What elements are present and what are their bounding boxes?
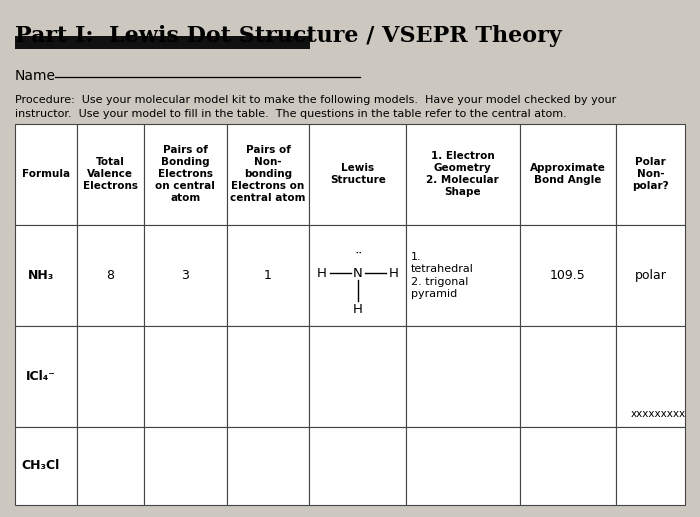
Text: Pairs of
Non-
bonding
Electrons on
central atom: Pairs of Non- bonding Electrons on centr…	[230, 145, 306, 204]
Bar	[77, 326, 144, 427]
Text: 1: 1	[264, 269, 272, 282]
Bar	[406, 326, 519, 427]
Text: Approximate
Bond Angle: Approximate Bond Angle	[530, 163, 606, 186]
Bar	[406, 124, 519, 225]
Bar	[616, 326, 685, 427]
Text: Part I:  Lewis Dot Structure / VSEPR Theory: Part I: Lewis Dot Structure / VSEPR Theo…	[15, 25, 561, 47]
Bar	[519, 326, 616, 427]
Bar	[15, 124, 77, 225]
Bar	[309, 326, 406, 427]
Bar	[309, 124, 406, 225]
Bar	[15, 225, 77, 326]
Text: Procedure:  Use your molecular model kit to make the following models.  Have you: Procedure: Use your molecular model kit …	[15, 95, 616, 105]
Text: polar: polar	[635, 269, 666, 282]
Bar	[144, 225, 227, 326]
Bar	[144, 427, 227, 505]
Bar	[309, 427, 406, 505]
Text: Pairs of
Bonding
Electrons
on central
atom: Pairs of Bonding Electrons on central at…	[155, 145, 215, 204]
Text: Name: Name	[15, 69, 56, 83]
Bar	[309, 225, 406, 326]
Text: instructor.  Use your model to fill in the table.  The questions in the table re: instructor. Use your model to fill in th…	[15, 109, 567, 119]
Text: 1. Electron
Geometry
2. Molecular
Shape: 1. Electron Geometry 2. Molecular Shape	[426, 151, 499, 197]
Text: H: H	[389, 267, 398, 280]
Text: NH₃: NH₃	[28, 269, 54, 282]
Text: H: H	[353, 303, 363, 316]
Bar	[144, 326, 227, 427]
Text: N: N	[353, 267, 363, 280]
Bar	[77, 225, 144, 326]
Bar	[519, 225, 616, 326]
Bar	[15, 427, 77, 505]
Text: Formula: Formula	[22, 170, 70, 179]
Bar	[616, 225, 685, 326]
Bar	[406, 427, 519, 505]
Bar	[227, 124, 309, 225]
Bar	[616, 427, 685, 505]
Text: H: H	[317, 267, 327, 280]
Text: Lewis
Structure: Lewis Structure	[330, 163, 386, 186]
Text: CH₃Cl: CH₃Cl	[22, 460, 60, 473]
Text: 8: 8	[106, 269, 114, 282]
Text: Total
Valence
Electrons: Total Valence Electrons	[83, 158, 138, 191]
Text: 3: 3	[181, 269, 189, 282]
Bar	[15, 326, 77, 427]
Bar	[144, 124, 227, 225]
Bar	[616, 124, 685, 225]
Bar	[227, 427, 309, 505]
Text: xxxxxxxxx: xxxxxxxxx	[631, 409, 686, 419]
Text: ¨: ¨	[354, 252, 361, 267]
Bar	[77, 124, 144, 225]
Text: ICl₄⁻: ICl₄⁻	[26, 370, 56, 383]
Bar	[406, 225, 519, 326]
Text: 1.
tetrahedral
2. trigonal
pyramid: 1. tetrahedral 2. trigonal pyramid	[411, 252, 474, 299]
Text: 109.5: 109.5	[550, 269, 586, 282]
Bar	[227, 326, 309, 427]
Bar	[77, 427, 144, 505]
Bar	[519, 427, 616, 505]
Bar	[519, 124, 616, 225]
Text: Polar
Non-
polar?: Polar Non- polar?	[632, 158, 669, 191]
Bar	[227, 225, 309, 326]
Bar	[15, 36, 310, 49]
